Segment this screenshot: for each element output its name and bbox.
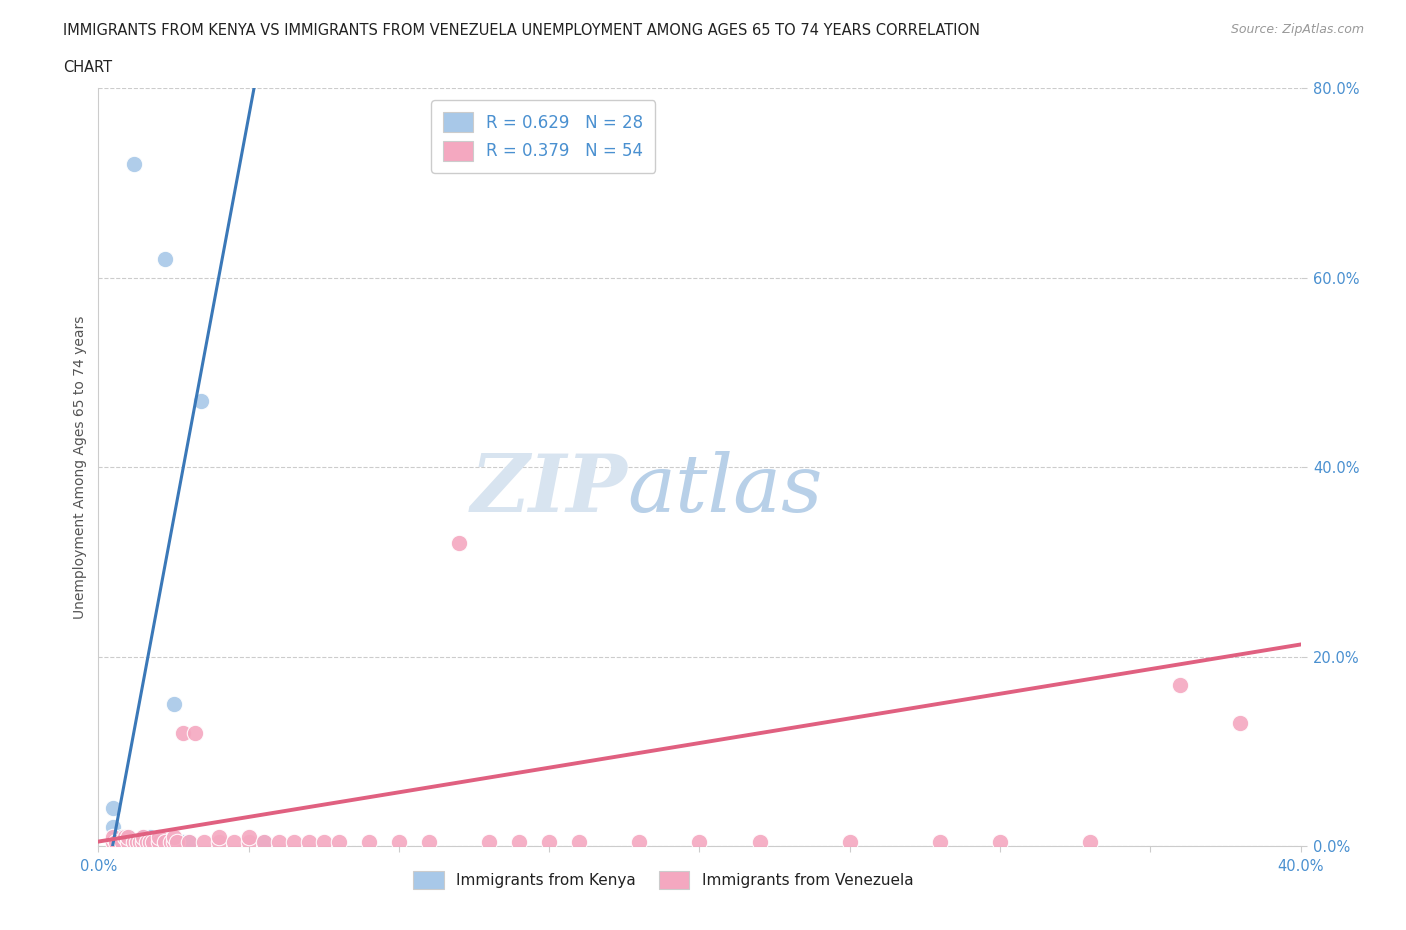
Point [114,834,136,849]
Point [129,834,152,849]
Point [478,834,501,849]
Point [628,834,651,849]
Point [169,834,191,849]
Point [238,830,260,844]
Point [117,834,139,849]
Point [132,830,155,844]
Point [162,834,184,849]
Point [153,834,176,849]
Point [177,834,200,849]
Point [568,834,591,849]
Point [312,834,335,849]
Text: Source: ZipAtlas.com: Source: ZipAtlas.com [1230,23,1364,36]
Point [111,830,134,844]
Point [447,536,470,551]
Point [141,834,163,849]
Point [135,834,157,849]
Point [388,834,411,849]
Point [748,834,770,849]
Point [129,834,152,849]
Point [117,830,139,844]
Point [105,834,128,849]
Point [124,157,146,172]
Point [127,834,149,849]
Point [267,834,290,849]
Legend: Immigrants from Kenya, Immigrants from Venezuela: Immigrants from Kenya, Immigrants from V… [408,865,920,896]
Point [159,834,181,849]
Point [108,834,131,849]
Point [253,834,276,849]
Point [190,393,212,408]
Point [148,834,170,849]
Point [1078,834,1101,849]
Y-axis label: Unemployment Among Ages 65 to 74 years: Unemployment Among Ages 65 to 74 years [73,315,87,619]
Point [105,834,128,849]
Point [153,834,176,849]
Point [153,251,176,266]
Point [166,834,188,849]
Point [127,834,149,849]
Point [141,834,163,849]
Point [193,834,215,849]
Point [103,820,125,835]
Point [124,834,146,849]
Point [357,834,380,849]
Point [298,834,321,849]
Point [103,830,125,844]
Point [117,830,139,844]
Point [929,834,952,849]
Point [162,830,184,844]
Point [148,834,170,849]
Point [538,834,561,849]
Point [238,834,260,849]
Point [162,697,184,711]
Point [138,834,160,849]
Point [172,725,194,740]
Point [132,830,155,844]
Text: atlas: atlas [627,451,823,529]
Point [1170,678,1192,693]
Point [253,834,276,849]
Point [1229,716,1251,731]
Point [172,834,194,849]
Point [138,830,160,844]
Point [177,834,200,849]
Point [159,834,181,849]
Point [132,834,155,849]
Point [111,834,134,849]
Point [148,830,170,844]
Point [103,801,125,816]
Point [418,834,440,849]
Point [117,834,139,849]
Point [688,834,710,849]
Point [328,834,350,849]
Point [283,834,305,849]
Point [988,834,1011,849]
Point [208,834,231,849]
Point [183,725,205,740]
Point [208,830,231,844]
Point [508,834,530,849]
Text: ZIP: ZIP [471,451,627,529]
Text: IMMIGRANTS FROM KENYA VS IMMIGRANTS FROM VENEZUELA UNEMPLOYMENT AMONG AGES 65 TO: IMMIGRANTS FROM KENYA VS IMMIGRANTS FROM… [63,23,980,38]
Point [135,834,157,849]
Point [132,834,155,849]
Point [145,834,167,849]
Point [222,834,245,849]
Point [166,834,188,849]
Point [124,834,146,849]
Point [114,830,136,844]
Point [156,834,179,849]
Point [150,834,173,849]
Point [103,834,125,849]
Text: CHART: CHART [63,60,112,75]
Point [838,834,860,849]
